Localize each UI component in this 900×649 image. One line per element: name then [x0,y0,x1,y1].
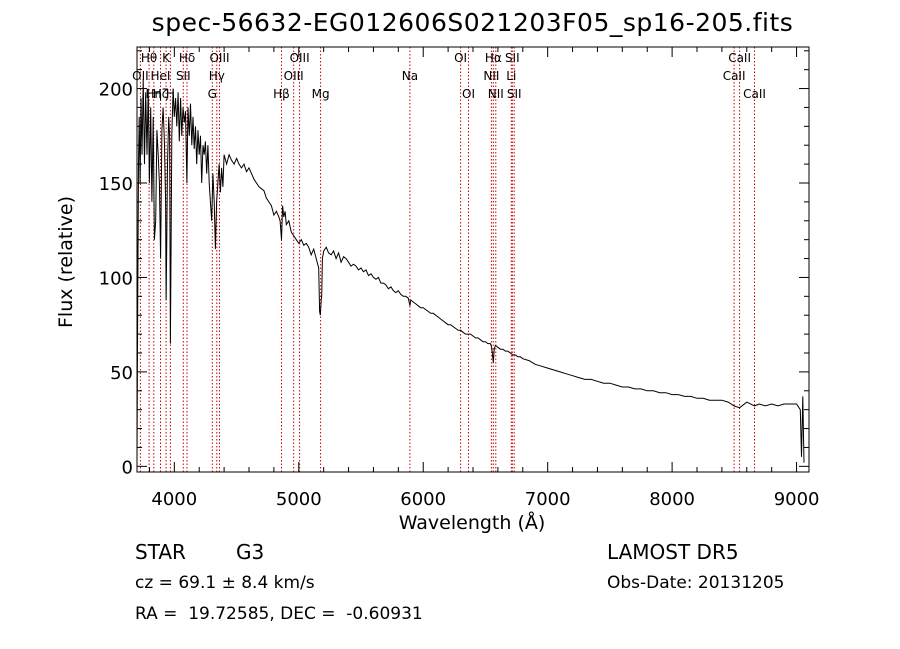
line-marker-label: OI [462,87,475,101]
line-marker-label: OIII [284,69,304,83]
line-marker-label: Hθ [141,51,157,65]
x-tick-label: 4000 [151,489,197,510]
x-tick-label: 8000 [649,489,695,510]
line-marker-label: Hβ [273,87,290,101]
line-marker-label: G [208,87,217,101]
line-marker-label: OI [454,51,467,65]
x-tick-label: 5000 [276,489,322,510]
obs-date-label: Obs-Date: 20131205 [607,573,785,593]
spectrum-line [136,79,805,463]
line-marker-label: Hα [485,51,502,65]
line-marker-label: Hη [145,87,162,101]
line-marker-label: Hδ [179,51,195,65]
survey-label: LAMOST DR5 [607,540,739,564]
x-axis-label: Wavelength (Å) [399,511,546,534]
line-marker-label: OIII [290,51,310,65]
coords-label: RA = 19.72585, DEC = -0.60931 [135,604,423,624]
subclass-label: G3 [236,540,265,564]
line-marker-label: Na [402,69,418,83]
axis-ticks: 4000 5000 6000 7000 8000 9000 0 50 100 150 200 [99,47,820,510]
chart-title: spec-56632-EG012606S021203F05_sp16-205.f… [151,8,794,37]
x-tick-label: 7000 [525,489,571,510]
line-marker-label: K [162,51,171,65]
line-marker-label: CaII [728,51,751,65]
line-marker-label: OII [132,69,149,83]
line-marker-label: Li [506,69,516,83]
line-marker-label: HeI [151,69,171,83]
x-tick-label: 6000 [400,489,446,510]
y-tick-label: 0 [122,457,133,478]
line-marker-label: NII [483,69,499,83]
y-tick-label: 100 [99,268,133,289]
y-tick-label: 150 [99,174,133,195]
y-axis-label: Flux (relative) [55,196,77,328]
y-tick-label: 200 [99,80,133,101]
x-tick-label: 9000 [774,489,820,510]
line-marker-label: SII [505,51,520,65]
line-marker-label: Mg [312,87,330,101]
line-marker-label: CaII [743,87,766,101]
line-marker-label: Hγ [209,69,225,83]
class-label: STAR [135,540,186,564]
line-marker-label: OIII [209,51,229,65]
line-marker-label: SII [507,87,522,101]
line-marker-label: Hζ [153,87,169,101]
line-marker-label: SII [176,69,191,83]
line-marker-label: NII [488,87,504,101]
line-marker-label: H [166,87,175,101]
y-tick-label: 50 [110,363,133,384]
redshift-label: cz = 69.1 ± 8.4 km/s [135,573,315,593]
plot-frame [136,46,810,473]
line-marker-label: CaII [723,69,746,83]
line-markers [139,47,755,472]
